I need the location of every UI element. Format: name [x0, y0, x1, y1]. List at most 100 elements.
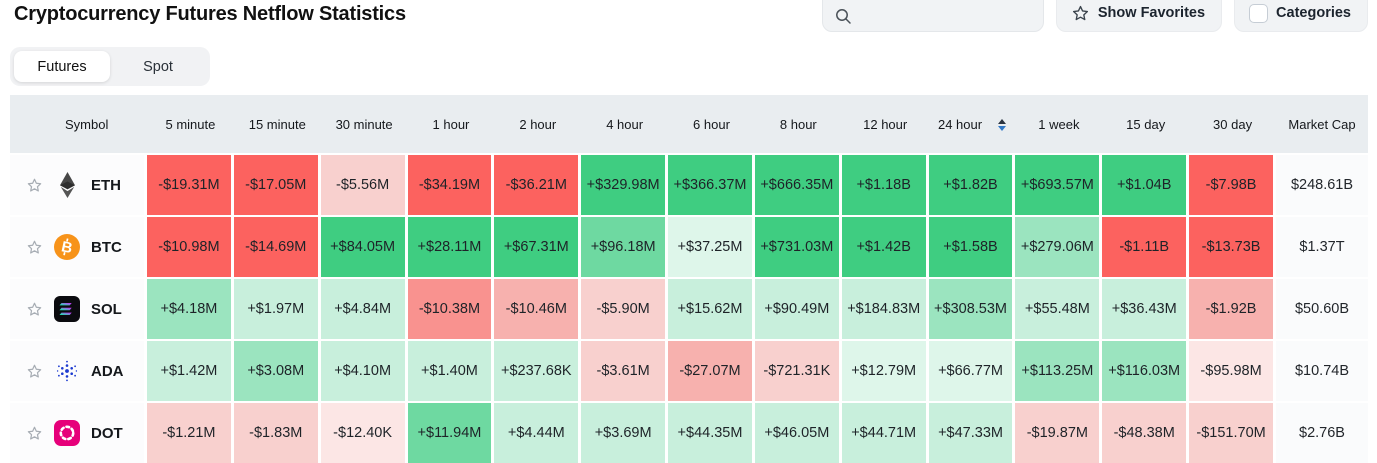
- search-input[interactable]: [859, 1, 1034, 25]
- netflow-cell-btc-15-minute: -$14.69M: [233, 217, 321, 279]
- column-header-30-day[interactable]: 30 day: [1189, 95, 1276, 155]
- netflow-cell-eth-30-day: -$7.98B: [1189, 155, 1276, 217]
- column-header-12-hour[interactable]: 12 hour: [841, 95, 929, 155]
- netflow-cell-sol-6-hour: +$15.62M: [668, 279, 755, 341]
- netflow-cell-btc-8-hour: +$731.03M: [754, 217, 842, 279]
- netflow-cell-eth-1-hour: -$34.19M: [407, 155, 495, 217]
- categories-checkbox[interactable]: [1249, 4, 1269, 23]
- netflow-cell-sol-5-minute: +$4.18M: [147, 279, 234, 341]
- symbol-label: ETH: [91, 176, 121, 194]
- market-cap-cell: $1.37T: [1276, 217, 1368, 279]
- netflow-cell-btc-2-hour: +$67.31M: [494, 217, 582, 279]
- column-header-1-hour[interactable]: 1 hour: [407, 95, 495, 155]
- symbol-cell[interactable]: ETH: [10, 155, 147, 217]
- column-header-label: 5 minute: [165, 116, 216, 132]
- market-cap-cell: $10.74B: [1276, 341, 1368, 403]
- column-header-30-minute[interactable]: 30 minute: [320, 95, 408, 155]
- netflow-cell-dot-30-day: -$151.70M: [1189, 403, 1276, 463]
- star-icon: [1071, 4, 1090, 23]
- netflow-cell-sol-2-hour: -$10.46M: [494, 279, 582, 341]
- column-header-label: 8 hour: [779, 116, 817, 132]
- column-header-2-hour[interactable]: 2 hour: [494, 95, 582, 155]
- column-header-market-cap[interactable]: Market Cap: [1276, 95, 1368, 155]
- netflow-cell-btc-1-hour: +$28.11M: [407, 217, 495, 279]
- symbol-label: SOL: [91, 300, 122, 318]
- column-header-24-hour[interactable]: 24 hour: [928, 95, 1016, 155]
- netflow-cell-ada-12-hour: +$12.79M: [841, 341, 929, 403]
- column-header-4-hour[interactable]: 4 hour: [581, 95, 669, 155]
- netflow-cell-btc-30-minute: +$84.05M: [320, 217, 408, 279]
- column-header-label: 4 hour: [606, 116, 644, 132]
- tab-spot[interactable]: Spot: [143, 58, 173, 75]
- netflow-cell-eth-24-hour: +$1.82B: [928, 155, 1016, 217]
- column-header-8-hour[interactable]: 8 hour: [754, 95, 842, 155]
- table-row-dot: DOT -$1.21M -$1.83M -$12.40K +$11.94M +$4.44M…: [10, 403, 1368, 463]
- table-row-sol: SOL +$4.18M +$1.97M +$4.84M -$10.38M -$10.46M…: [10, 279, 1368, 341]
- column-header-label: 30 minute: [335, 116, 393, 132]
- netflow-cell-btc-4-hour: +$96.18M: [581, 217, 669, 279]
- symbol-cell[interactable]: ADA: [10, 341, 147, 403]
- netflow-cell-ada-1-week: +$113.25M: [1015, 341, 1103, 403]
- market-cap-cell: $2.76B: [1276, 403, 1368, 463]
- netflow-cell-ada-4-hour: -$3.61M: [581, 341, 669, 403]
- dot-logo: [54, 420, 80, 446]
- tab-futures[interactable]: Futures: [14, 51, 110, 82]
- netflow-cell-dot-4-hour: +$3.69M: [581, 403, 669, 463]
- netflow-cell-dot-15-minute: -$1.83M: [233, 403, 321, 463]
- categories-label: Categories: [1276, 5, 1351, 21]
- netflow-cell-eth-2-hour: -$36.21M: [494, 155, 582, 217]
- netflow-cell-sol-1-hour: -$10.38M: [407, 279, 495, 341]
- netflow-cell-btc-24-hour: +$1.58B: [928, 217, 1016, 279]
- netflow-cell-eth-6-hour: +$366.37M: [668, 155, 755, 217]
- netflow-cell-btc-15-day: -$1.11B: [1102, 217, 1190, 279]
- netflow-cell-dot-6-hour: +$44.35M: [668, 403, 755, 463]
- table-row-btc: B BTC -$10.98M -$14.69M +$84.05M +$28.11M +$67…: [10, 217, 1368, 279]
- column-header-1-week[interactable]: 1 week: [1015, 95, 1103, 155]
- search-icon: [835, 8, 852, 25]
- symbol-cell[interactable]: DOT: [10, 403, 147, 463]
- market-cap-cell: $50.60B: [1276, 279, 1368, 341]
- search-box[interactable]: [821, 0, 1044, 32]
- column-header-label: 15 minute: [248, 116, 306, 132]
- symbol-cell-content: SOL: [10, 296, 144, 322]
- sort-icon[interactable]: [998, 119, 1007, 132]
- favorite-star-icon[interactable]: [26, 239, 43, 256]
- column-header-label: 1 week: [1038, 116, 1080, 132]
- netflow-cell-eth-4-hour: +$329.98M: [581, 155, 669, 217]
- netflow-cell-dot-1-hour: +$11.94M: [407, 403, 495, 463]
- table-header: Symbol 5 minute 15 minute 30 minute 1 hour 2 …: [10, 95, 1368, 155]
- column-header-label: 2 hour: [519, 116, 557, 132]
- column-header-15-minute[interactable]: 15 minute: [233, 95, 321, 155]
- netflow-cell-sol-4-hour: -$5.90M: [581, 279, 669, 341]
- netflow-cell-dot-8-hour: +$46.05M: [754, 403, 842, 463]
- symbol-label: DOT: [91, 424, 123, 442]
- symbol-cell[interactable]: SOL: [10, 279, 147, 341]
- netflow-cell-sol-24-hour: +$308.53M: [928, 279, 1016, 341]
- symbol-cell[interactable]: B BTC: [10, 217, 147, 279]
- symbol-cell-content: ADA: [10, 358, 144, 384]
- favorite-star-icon[interactable]: [26, 177, 43, 194]
- netflow-cell-sol-30-minute: +$4.84M: [320, 279, 408, 341]
- netflow-cell-ada-30-minute: +$4.10M: [320, 341, 408, 403]
- netflow-cell-dot-2-hour: +$4.44M: [494, 403, 582, 463]
- netflow-cell-dot-12-hour: +$44.71M: [841, 403, 929, 463]
- column-header-6-hour[interactable]: 6 hour: [668, 95, 755, 155]
- favorite-star-icon[interactable]: [26, 301, 43, 318]
- netflow-cell-dot-30-minute: -$12.40K: [320, 403, 408, 463]
- column-header-symbol[interactable]: Symbol: [10, 95, 147, 155]
- symbol-cell-content: ETH: [10, 172, 144, 198]
- column-header-15-day[interactable]: 15 day: [1102, 95, 1190, 155]
- favorite-star-icon[interactable]: [26, 363, 43, 380]
- column-header-5-minute[interactable]: 5 minute: [147, 95, 234, 155]
- netflow-cell-ada-24-hour: +$66.77M: [928, 341, 1016, 403]
- column-header-label: 30 day: [1213, 116, 1253, 132]
- favorite-star-icon[interactable]: [26, 425, 43, 442]
- show-favorites-button[interactable]: Show Favorites: [1055, 0, 1223, 32]
- categories-button[interactable]: Categories: [1234, 0, 1368, 32]
- show-favorites-label: Show Favorites: [1097, 5, 1206, 21]
- netflow-cell-eth-5-minute: -$19.31M: [147, 155, 234, 217]
- ada-logo: [54, 358, 80, 384]
- netflow-cell-ada-6-hour: -$27.07M: [668, 341, 755, 403]
- netflow-cell-eth-8-hour: +$666.35M: [754, 155, 842, 217]
